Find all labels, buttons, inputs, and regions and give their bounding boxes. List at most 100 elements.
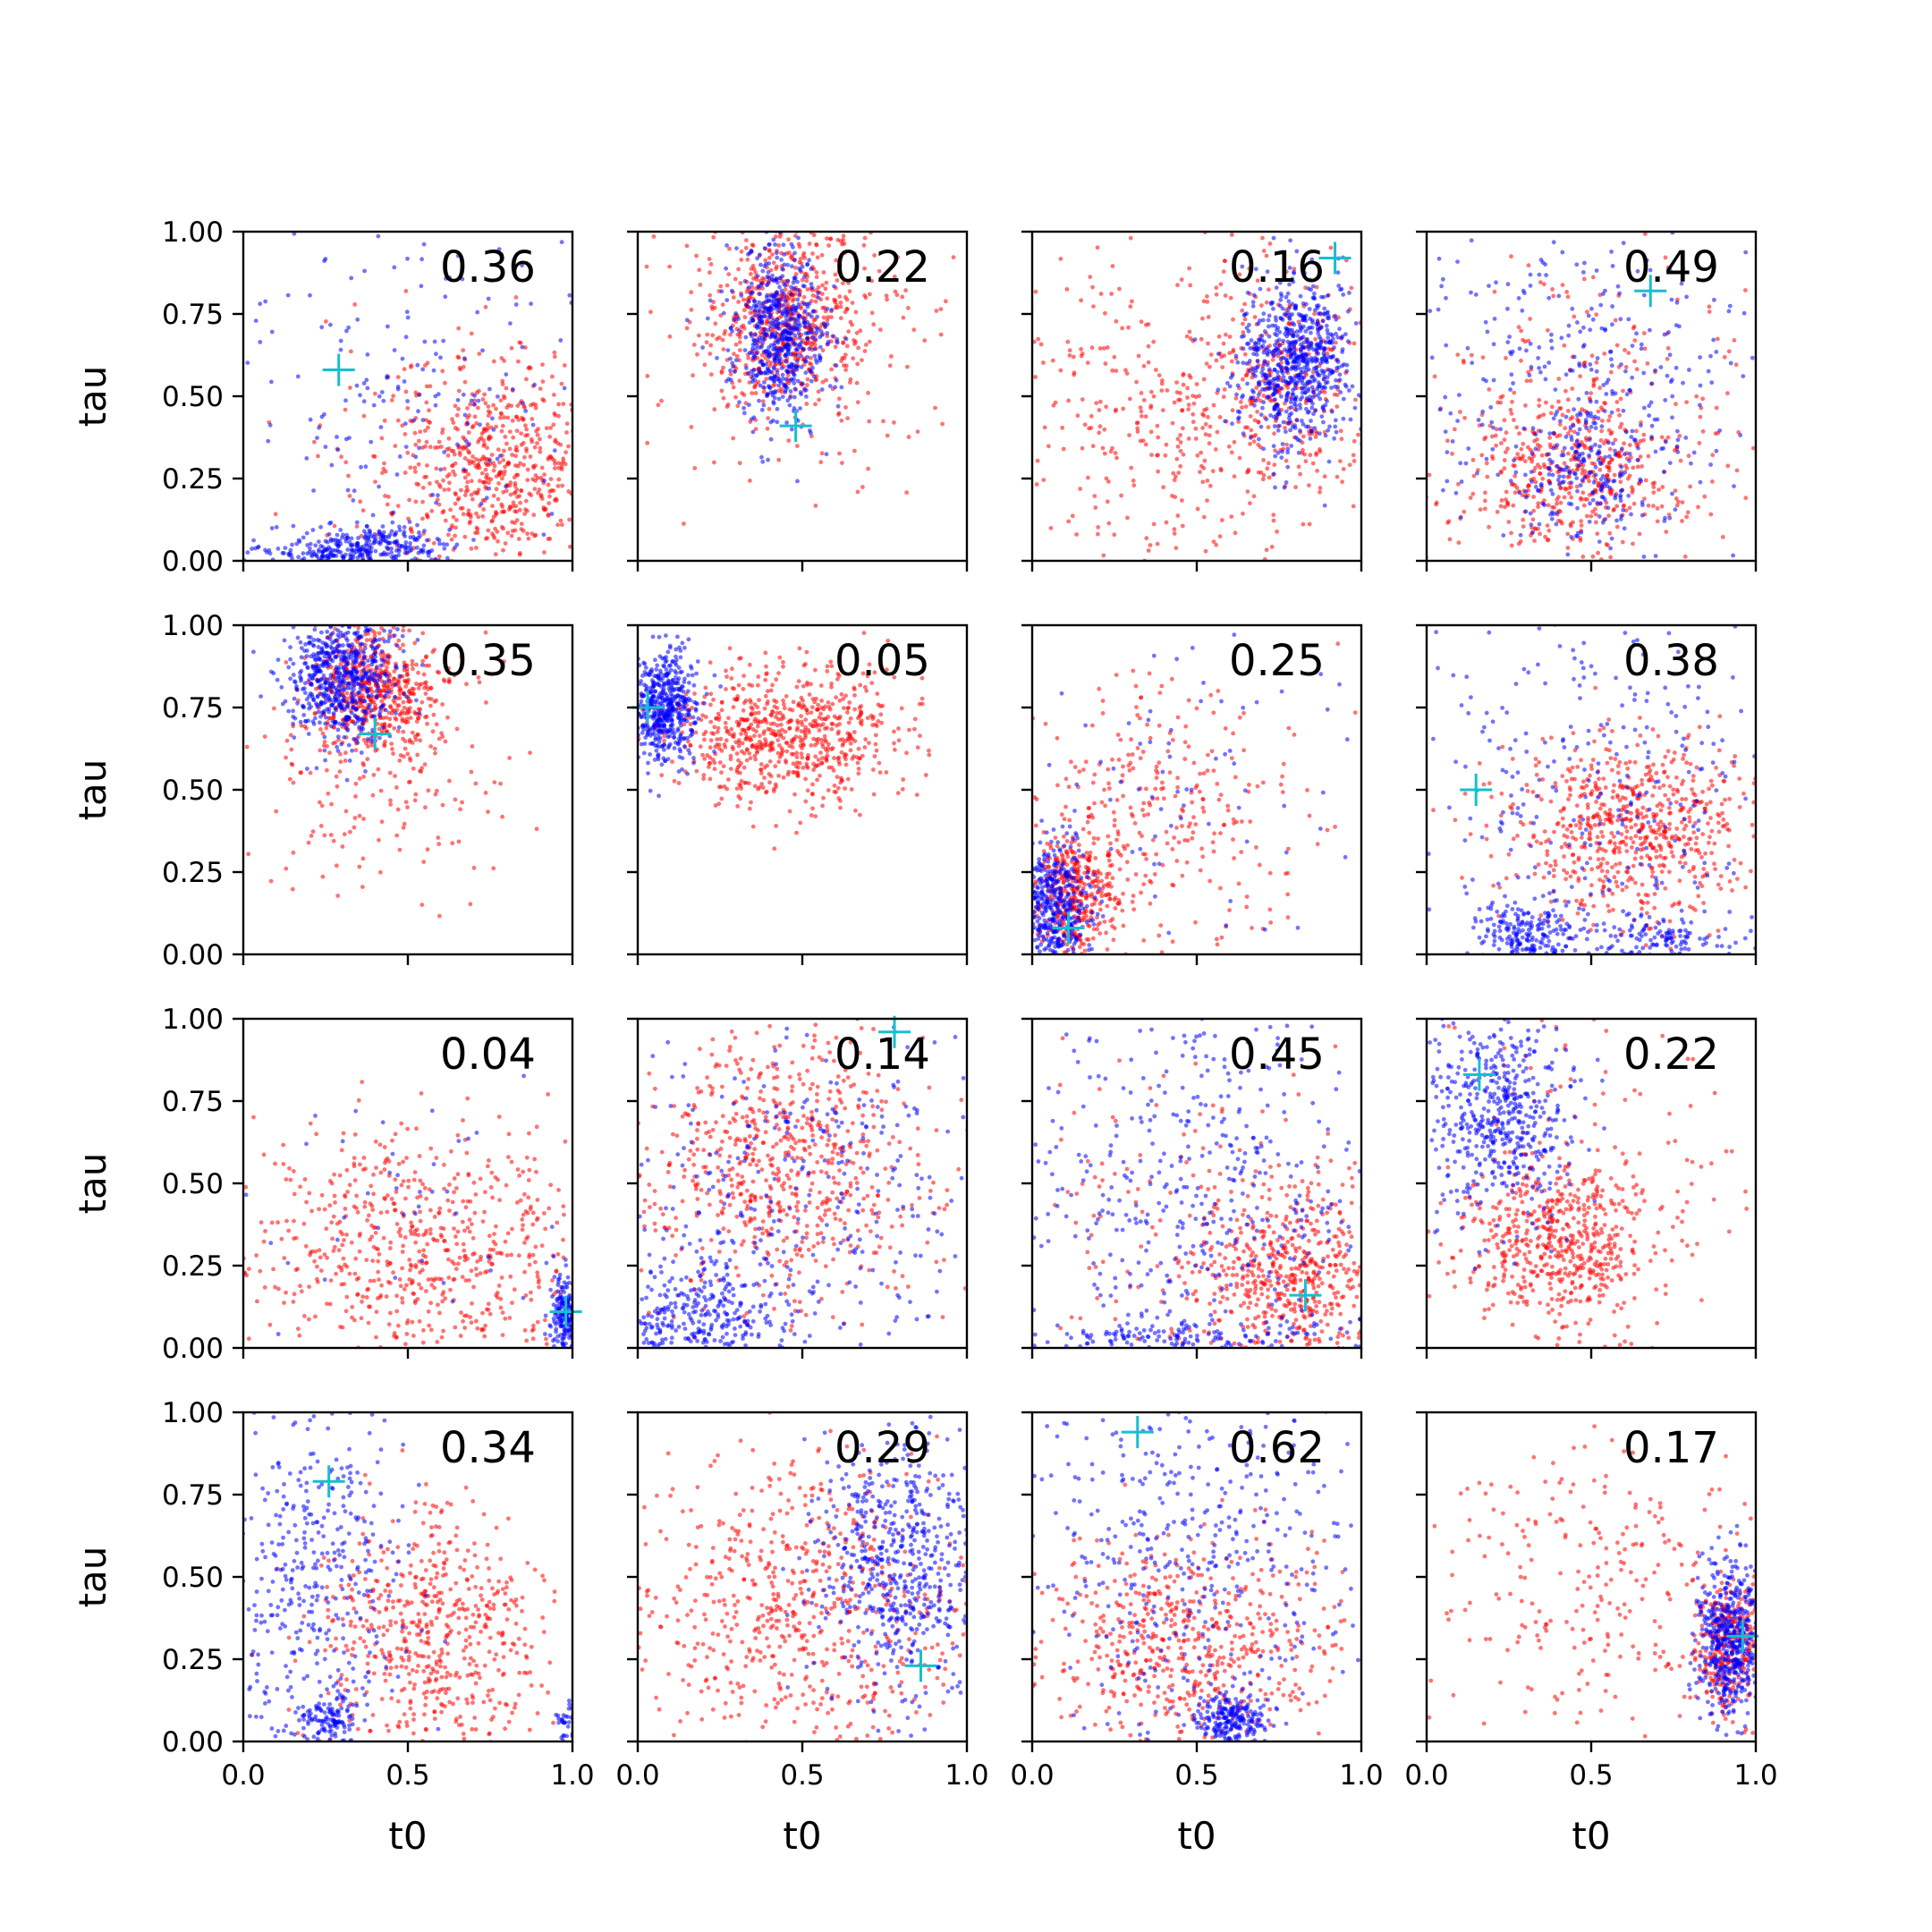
blue-point: [1262, 387, 1267, 392]
blue-point: [808, 369, 813, 373]
blue-point: [1670, 394, 1675, 399]
red-point: [1462, 415, 1467, 420]
red-point: [1580, 490, 1586, 496]
blue-point: [793, 309, 798, 313]
blue-point: [824, 452, 829, 457]
red-point: [855, 400, 860, 405]
red-point: [1260, 477, 1266, 482]
blue-point: [1572, 407, 1576, 412]
red-point: [1335, 404, 1340, 409]
red-point: [541, 505, 547, 510]
red-point: [775, 264, 779, 269]
blue-point: [1570, 445, 1574, 451]
red-point: [1516, 325, 1521, 330]
red-point: [1538, 471, 1543, 476]
red-point: [405, 406, 411, 411]
red-point: [1146, 360, 1151, 365]
blue-point: [1270, 300, 1275, 305]
red-point: [483, 484, 488, 489]
red-point: [1556, 399, 1561, 404]
red-point: [720, 302, 725, 307]
red-point: [1220, 365, 1225, 369]
blue-point: [779, 366, 784, 370]
red-point: [469, 492, 474, 497]
red-point: [529, 436, 534, 442]
red-point: [1178, 463, 1183, 469]
red-point: [944, 299, 948, 304]
blue-point: [1281, 338, 1286, 343]
blue-point: [1603, 517, 1608, 521]
blue-point: [810, 309, 816, 314]
blue-point: [762, 246, 767, 250]
blue-point: [1248, 272, 1252, 276]
blue-point: [801, 316, 806, 321]
red-point: [837, 263, 843, 268]
blue-point: [362, 268, 367, 274]
blue-point: [1286, 299, 1292, 304]
red-point: [1562, 495, 1567, 500]
red-point: [1707, 309, 1712, 314]
red-point: [1208, 364, 1212, 369]
red-point: [698, 283, 703, 287]
red-point: [540, 362, 545, 367]
red-point: [887, 363, 893, 369]
red-point: [284, 738, 290, 743]
red-point: [523, 345, 528, 350]
red-point: [1103, 310, 1107, 316]
blue-point: [1593, 442, 1597, 447]
red-point: [811, 233, 817, 238]
red-point: [1335, 474, 1340, 479]
red-point: [483, 467, 488, 472]
red-point: [832, 297, 836, 302]
blue-point: [1621, 241, 1626, 246]
red-point: [803, 341, 809, 345]
blue-point: [827, 384, 833, 388]
blue-point: [1496, 472, 1501, 478]
blue-point: [386, 324, 390, 329]
blue-point: [405, 256, 410, 261]
red-point: [1587, 479, 1591, 484]
blue-point: [1284, 368, 1290, 372]
red-point: [1065, 339, 1071, 344]
blue-point: [371, 402, 377, 408]
red-point: [1618, 425, 1623, 430]
blue-point: [761, 314, 767, 319]
red-point: [1135, 429, 1140, 434]
blue-point: [1610, 322, 1614, 327]
blue-point: [377, 541, 383, 547]
blue-point: [1312, 291, 1317, 296]
red-point: [1558, 500, 1563, 505]
blue-point: [796, 301, 801, 307]
red-point: [559, 381, 564, 386]
red-point: [477, 352, 482, 356]
red-point: [1156, 469, 1160, 474]
red-point: [537, 487, 542, 492]
red-point: [884, 293, 889, 298]
red-point: [1148, 543, 1153, 547]
blue-point: [1588, 399, 1593, 404]
blue-point: [771, 401, 776, 406]
red-point: [786, 250, 792, 255]
blue-point: [267, 422, 273, 428]
red-point: [1104, 404, 1108, 410]
red-point: [1532, 538, 1537, 543]
blue-point: [816, 295, 821, 301]
blue-point: [1584, 426, 1589, 430]
red-point: [1543, 534, 1547, 539]
red-point: [500, 382, 505, 386]
red-point: [1461, 358, 1466, 363]
red-point: [498, 398, 504, 402]
blue-point: [1597, 514, 1602, 519]
red-point: [1468, 496, 1473, 500]
red-point: [1605, 472, 1610, 478]
red-point: [737, 461, 742, 466]
blue-point: [1301, 301, 1306, 306]
red-point: [508, 480, 513, 485]
red-point: [1531, 508, 1537, 513]
red-point: [414, 481, 419, 487]
blue-point: [1297, 402, 1302, 407]
red-point: [785, 373, 791, 377]
blue-point: [1630, 375, 1635, 380]
red-point: [1248, 441, 1252, 446]
blue-point: [782, 252, 786, 257]
